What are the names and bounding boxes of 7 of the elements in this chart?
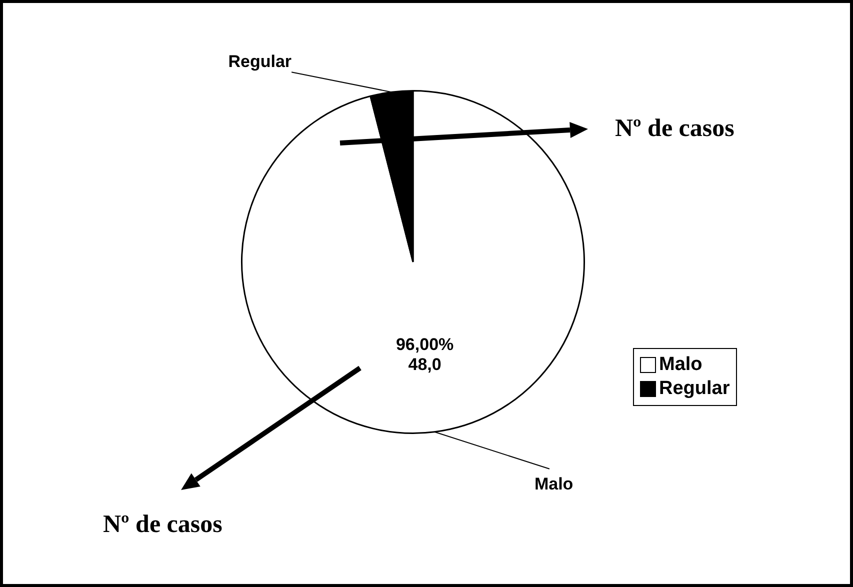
legend-label: Regular <box>659 377 730 401</box>
data-label: 96,00% 48,0 <box>396 335 454 374</box>
slice-label: Malo <box>534 474 574 494</box>
slice-label: Regular <box>228 52 292 71</box>
legend-label: Malo <box>659 353 702 377</box>
text: Nº de casos <box>615 115 734 143</box>
text: Nº de casos <box>103 511 222 539</box>
